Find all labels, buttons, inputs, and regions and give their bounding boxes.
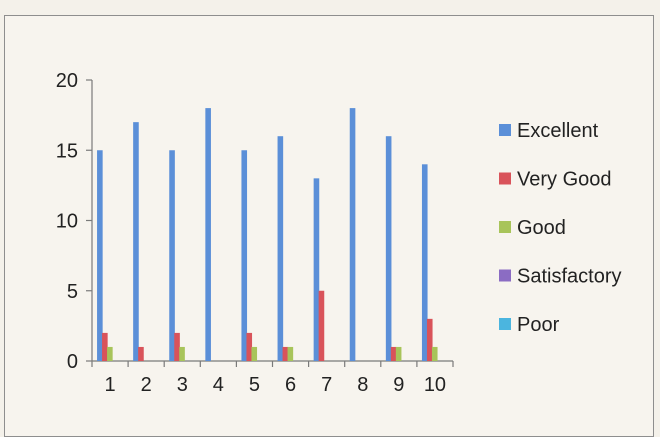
x-tick-label: 8 xyxy=(357,374,368,396)
bar-excellent xyxy=(313,178,320,361)
legend-swatch xyxy=(499,221,511,233)
chart-legend: Excellent Very Good Good Satisfactory Poor xyxy=(499,120,621,336)
bar-good xyxy=(395,346,402,361)
bar-excellent xyxy=(421,164,428,361)
bar-good xyxy=(107,346,113,361)
bar-very-good xyxy=(102,332,108,361)
x-tick-label: 3 xyxy=(177,374,188,396)
x-tick-label: 7 xyxy=(321,374,332,396)
legend-swatch xyxy=(499,124,511,136)
bar-excellent xyxy=(241,150,248,361)
chart-bars xyxy=(97,108,438,362)
bar-good xyxy=(287,346,294,361)
chart-axes: 0 5 10 15 20 1 2 3 4 5 6 7 8 9 10 xyxy=(56,70,454,396)
bar-very-good xyxy=(318,290,325,361)
x-tick-label: 6 xyxy=(285,374,296,396)
bar-very-good xyxy=(426,318,433,361)
bar-excellent xyxy=(133,122,139,362)
bar-good xyxy=(251,346,258,361)
chart-frame xyxy=(4,15,654,437)
bar-excellent xyxy=(169,150,175,361)
legend-label: Very Good xyxy=(517,169,612,191)
bar-excellent xyxy=(205,108,211,361)
x-tick-label: 4 xyxy=(213,374,224,396)
legend-swatch xyxy=(499,318,511,330)
x-tick-label: 9 xyxy=(393,374,404,396)
legend-swatch xyxy=(499,269,511,282)
y-tick-label: 15 xyxy=(56,140,78,162)
legend-label: Excellent xyxy=(517,120,599,142)
legend-label: Poor xyxy=(517,314,560,336)
bar-excellent xyxy=(97,150,103,361)
bar-very-good xyxy=(390,346,397,361)
y-tick-label: 0 xyxy=(67,351,78,373)
x-tick-label: 10 xyxy=(424,374,446,396)
bar-very-good xyxy=(282,346,289,361)
legend-label: Good xyxy=(517,217,566,239)
bar-good xyxy=(179,346,185,361)
bar-very-good xyxy=(174,332,180,361)
y-tick-label: 20 xyxy=(56,70,78,92)
bar-excellent xyxy=(349,108,356,361)
x-tick-label: 2 xyxy=(141,374,152,396)
x-tick-label: 1 xyxy=(104,374,115,396)
bar-good xyxy=(431,346,438,361)
bar-excellent xyxy=(385,136,392,361)
bar-excellent xyxy=(277,136,284,361)
y-tick-label: 10 xyxy=(56,211,78,233)
legend-swatch xyxy=(499,172,511,185)
bar-very-good xyxy=(138,346,144,361)
x-tick-label: 5 xyxy=(249,374,260,396)
legend-label: Satisfactory xyxy=(517,266,621,288)
y-tick-label: 5 xyxy=(67,281,78,303)
bar-very-good xyxy=(246,332,253,361)
